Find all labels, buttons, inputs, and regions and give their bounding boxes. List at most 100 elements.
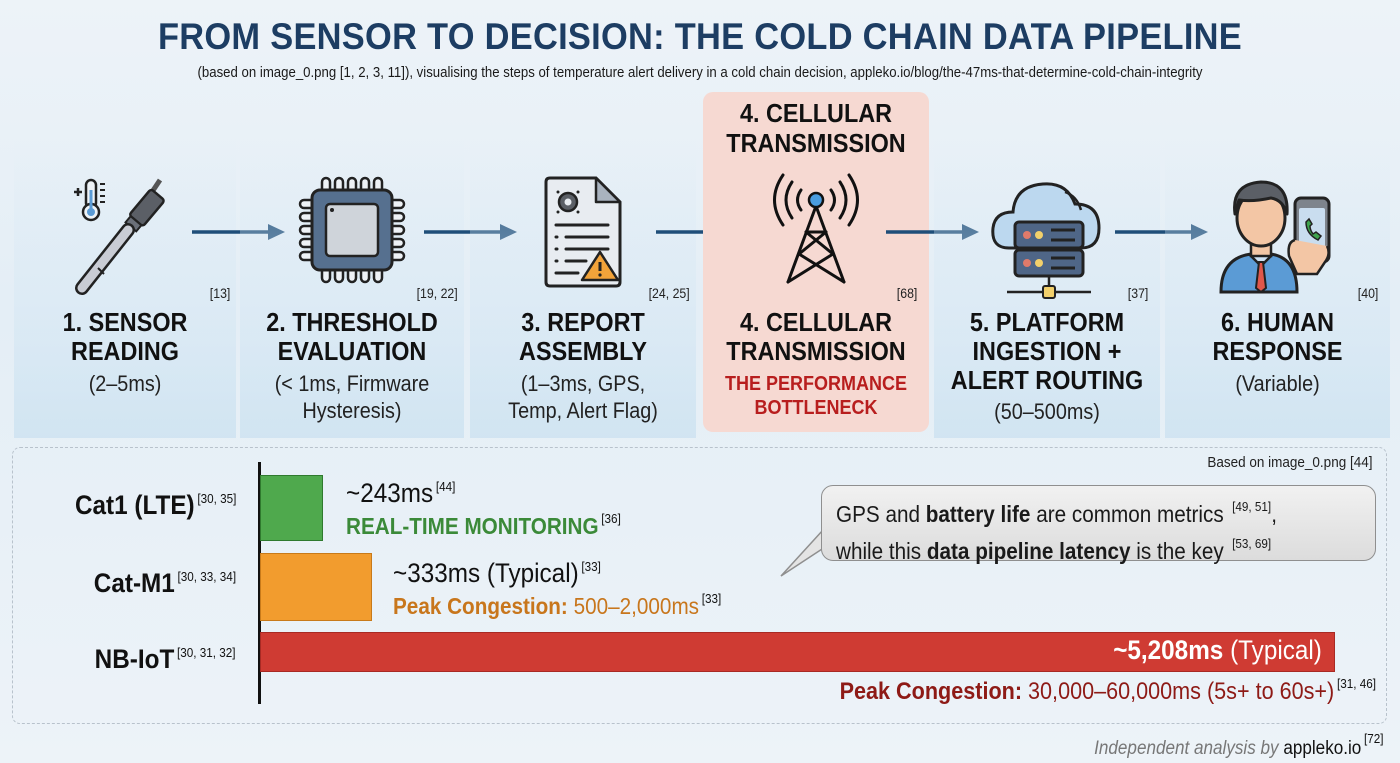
tag-text: REAL-TIME MONITORING bbox=[346, 513, 599, 539]
step-duration: (Variable) bbox=[1235, 371, 1320, 396]
person-phone-icon bbox=[1165, 170, 1390, 294]
value-label-nbiot: ~5,208ms (Typical) bbox=[1113, 635, 1322, 666]
citation: [30, 35] bbox=[196, 491, 236, 506]
cloud-server-icon bbox=[934, 170, 1160, 299]
attribution-text: Independent analysis by bbox=[1094, 738, 1284, 759]
citation: [40] bbox=[1357, 285, 1378, 301]
value-qualifier: (Typical) bbox=[1230, 635, 1322, 665]
callout-text: GPS and bbox=[836, 501, 926, 527]
step-header-line: TRANSMISSION bbox=[726, 128, 906, 158]
step-title-line: ALERT ROUTING bbox=[950, 365, 1144, 395]
chart-axis bbox=[258, 462, 261, 704]
category-name: NB-IoT bbox=[95, 644, 175, 674]
citation: [49, 51] bbox=[1232, 499, 1272, 514]
step-3-report-assembly: [24, 25] 3. REPORT ASSEMBLY (1–3ms, GPS,… bbox=[470, 140, 696, 438]
peak-value: 500–2,000ms bbox=[573, 593, 700, 619]
citation: [44] bbox=[435, 479, 456, 494]
callout-line-2: while this data pipeline latency is the … bbox=[836, 529, 1312, 566]
value-text: ~333ms (Typical) bbox=[393, 558, 579, 588]
peak-label-catm1: Peak Congestion: 500–2,000ms [33] bbox=[393, 591, 721, 620]
callout-text: , bbox=[1271, 501, 1277, 527]
citation: [31, 46] bbox=[1336, 676, 1376, 691]
step-duration-line: Hysteresis) bbox=[302, 398, 402, 423]
category-label-nbiot: NB-IoT [30, 31, 32] bbox=[95, 644, 236, 675]
step-title: 6. HUMAN RESPONSE bbox=[1176, 308, 1379, 366]
step-duration-line: Temp, Alert Flag) bbox=[508, 398, 658, 423]
value-label-cat1: ~243ms [44] bbox=[346, 478, 455, 509]
attribution-footer: Independent analysis by appleko.io [72] bbox=[1095, 731, 1384, 760]
step-2-threshold-evaluation: [19, 22] 2. THRESHOLD EVALUATION (< 1ms,… bbox=[240, 140, 464, 438]
step-duration: (1–3ms, GPS, Temp, Alert Flag) bbox=[481, 370, 684, 424]
step-6-human-response: [40] 6. HUMAN RESPONSE (Variable) bbox=[1165, 140, 1390, 438]
peak-value: 30,000–60,000ms (5s+ to 60s+) bbox=[1028, 678, 1335, 705]
callout-text: are common metrics bbox=[1030, 501, 1230, 527]
step-duration-line: (1–3ms, GPS, bbox=[520, 371, 646, 396]
microchip-icon bbox=[240, 170, 464, 290]
category-name: Cat-M1 bbox=[93, 568, 175, 598]
bottleneck-line: BOTTLENECK bbox=[754, 397, 878, 419]
citation: [72] bbox=[1364, 731, 1384, 746]
citation: [24, 25] bbox=[648, 285, 690, 301]
step-title-line: RESPONSE bbox=[1212, 336, 1343, 366]
step-title-line: 4. CELLULAR bbox=[739, 307, 893, 337]
peak-label-nbiot: Peak Congestion: 30,000–60,000ms (5s+ to… bbox=[840, 676, 1376, 706]
page-title: FROM SENSOR TO DECISION: THE COLD CHAIN … bbox=[157, 16, 1243, 57]
bottleneck-label: THE PERFORMANCE BOTTLENECK bbox=[714, 372, 917, 420]
cell-tower-icon bbox=[703, 170, 929, 285]
brand-name: appleko.io bbox=[1283, 738, 1362, 759]
peak-title: Peak Congestion: bbox=[839, 678, 1023, 705]
step-title-line: 2. THRESHOLD bbox=[266, 307, 438, 337]
step-header-line: 4. CELLULAR bbox=[739, 98, 893, 128]
category-label-catm1: Cat-M1 [30, 33, 34] bbox=[94, 568, 236, 599]
step-title: 3. REPORT ASSEMBLY bbox=[481, 308, 684, 366]
citation: [19, 22] bbox=[416, 285, 458, 301]
bar-cat1 bbox=[260, 475, 323, 541]
callout-line-1: GPS and battery life are common metrics … bbox=[836, 492, 1312, 529]
citation: [30, 31, 32] bbox=[177, 645, 236, 660]
bar-nbiot: ~5,208ms (Typical) bbox=[260, 632, 1335, 672]
step-title-line: 6. HUMAN bbox=[1220, 307, 1335, 337]
category-label-cat1: Cat1 (LTE) [30, 35] bbox=[75, 490, 236, 521]
step-title-line: 5. PLATFORM bbox=[969, 307, 1125, 337]
bottleneck-line: THE PERFORMANCE bbox=[724, 373, 907, 395]
step-duration: (50–500ms) bbox=[994, 399, 1100, 424]
category-name: Cat1 (LTE) bbox=[74, 490, 195, 520]
peak-title: Peak Congestion: bbox=[393, 593, 568, 619]
citation: [37] bbox=[1127, 285, 1148, 301]
source-note: Based on image_0.png [44] bbox=[1206, 454, 1372, 471]
callout-emphasis: data pipeline latency bbox=[926, 538, 1131, 564]
report-document-warning-icon bbox=[470, 170, 696, 290]
step-title-line: TRANSMISSION bbox=[726, 336, 906, 366]
step-title: 2. THRESHOLD EVALUATION bbox=[251, 308, 453, 366]
step-title: 4. CELLULAR TRANSMISSION bbox=[714, 308, 917, 366]
value-text: ~243ms bbox=[346, 478, 434, 508]
citation: [36] bbox=[601, 511, 621, 526]
citation: [13] bbox=[209, 285, 230, 301]
value-text: ~5,208ms bbox=[1113, 635, 1224, 665]
step-title-line: ASSEMBLY bbox=[519, 336, 647, 366]
step-4-cellular-transmission: 4. CELLULAR TRANSMISSION [68] 4. CELLULA… bbox=[703, 92, 929, 432]
latency-comparison-chart: Based on image_0.png [44] Cat1 (LTE) [30,… bbox=[12, 447, 1387, 724]
step-5-platform-ingestion: [37] 5. PLATFORM INGESTION + ALERT ROUTI… bbox=[934, 140, 1160, 438]
step-duration: (2–5ms) bbox=[88, 371, 162, 396]
citation: [53, 69] bbox=[1232, 536, 1272, 551]
step-title-line: INGESTION + bbox=[972, 336, 1122, 366]
value-label-catm1: ~333ms (Typical) [33] bbox=[393, 558, 601, 589]
citation: [30, 33, 34] bbox=[177, 569, 236, 584]
step-title-line: EVALUATION bbox=[277, 336, 427, 366]
citation: [33] bbox=[701, 591, 722, 606]
step-title-line: 3. REPORT bbox=[521, 307, 645, 337]
bar-catm1 bbox=[260, 553, 372, 621]
step-title: 5. PLATFORM INGESTION + ALERT ROUTING bbox=[945, 308, 1148, 395]
step-duration-line: (< 1ms, Firmware bbox=[274, 371, 430, 396]
page-subtitle: (based on image_0.png [1, 2, 3, 11]), vi… bbox=[197, 64, 1203, 81]
citation: [68] bbox=[896, 285, 917, 301]
step-duration: (< 1ms, Firmware Hysteresis) bbox=[251, 370, 453, 424]
callout-text: is the key bbox=[1130, 538, 1230, 564]
temperature-sensor-probe-icon bbox=[14, 170, 236, 295]
callout-emphasis: battery life bbox=[925, 501, 1031, 527]
callout-bubble: GPS and battery life are common metrics … bbox=[821, 485, 1376, 564]
step-header-title: 4. CELLULAR TRANSMISSION bbox=[714, 98, 917, 158]
step-1-sensor-reading: [13] 1. SENSOR READING (2–5ms) bbox=[14, 140, 236, 438]
step-title-line: 1. SENSOR bbox=[62, 307, 188, 337]
